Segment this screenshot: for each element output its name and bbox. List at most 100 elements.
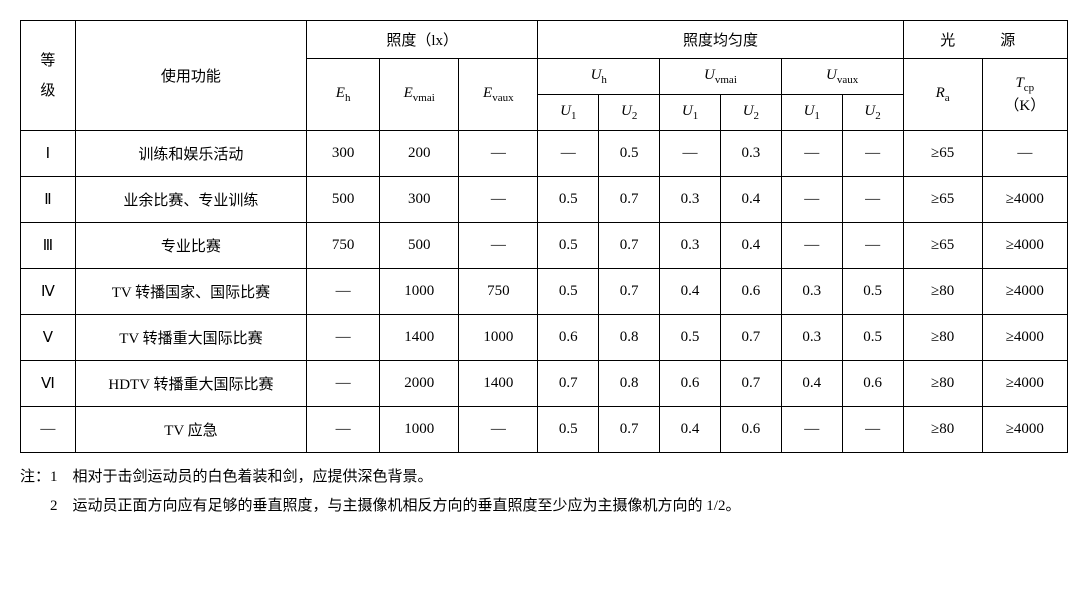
cell-Evaux: — bbox=[459, 177, 538, 223]
cell-Uvaux2: 0.5 bbox=[842, 269, 903, 315]
cell-func: 业余比赛、专业训练 bbox=[75, 177, 306, 223]
cell-Evmai: 1000 bbox=[380, 269, 459, 315]
cell-Tcp: ≥4000 bbox=[982, 177, 1067, 223]
cell-Uvaux1: 0.3 bbox=[781, 315, 842, 361]
cell-Eh: 300 bbox=[307, 131, 380, 177]
table-row: Ⅰ训练和娱乐活动300200——0.5—0.3——≥65— bbox=[21, 131, 1068, 177]
cell-Tcp: ≥4000 bbox=[982, 223, 1067, 269]
cell-Evaux: — bbox=[459, 131, 538, 177]
cell-func: HDTV 转播重大国际比赛 bbox=[75, 361, 306, 407]
cell-Uh2: 0.7 bbox=[599, 407, 660, 453]
cell-Uh1: 0.6 bbox=[538, 315, 599, 361]
cell-Tcp: ≥4000 bbox=[982, 407, 1067, 453]
cell-Tcp: ≥4000 bbox=[982, 315, 1067, 361]
cell-Uh2: 0.7 bbox=[599, 223, 660, 269]
note-prefix: 注：1 bbox=[20, 463, 73, 492]
cell-Eh: 500 bbox=[307, 177, 380, 223]
spec-table: 等 级 使用功能 照度（lx） 照度均匀度 光 源 Eh Evmai Evaux… bbox=[20, 20, 1068, 453]
cell-func: TV 转播重大国际比赛 bbox=[75, 315, 306, 361]
cell-Uvmai2: 0.7 bbox=[720, 315, 781, 361]
note-text: 运动员正面方向应有足够的垂直照度，与主摄像机相反方向的垂直照度至少应为主摄像机方… bbox=[73, 492, 1068, 521]
cell-Uh2: 0.8 bbox=[599, 361, 660, 407]
cell-Evaux: 750 bbox=[459, 269, 538, 315]
cell-Uh1: 0.5 bbox=[538, 407, 599, 453]
cell-Uvaux1: — bbox=[781, 131, 842, 177]
cell-Eh: — bbox=[307, 269, 380, 315]
cell-Tcp: — bbox=[982, 131, 1067, 177]
col-uvmai-u1: U1 bbox=[660, 95, 721, 131]
cell-Uvmai1: 0.4 bbox=[660, 269, 721, 315]
table-row: ⅣTV 转播国家、国际比赛—10007500.50.70.40.60.30.5≥… bbox=[21, 269, 1068, 315]
cell-Ra: ≥65 bbox=[903, 131, 982, 177]
cell-Uvmai1: 0.3 bbox=[660, 177, 721, 223]
cell-Uh2: 0.7 bbox=[599, 269, 660, 315]
col-uh-u1: U1 bbox=[538, 95, 599, 131]
note-text: 相对于击剑运动员的白色着装和剑，应提供深色背景。 bbox=[73, 463, 1068, 492]
col-evaux: Evaux bbox=[459, 59, 538, 131]
cell-Uh1: 0.7 bbox=[538, 361, 599, 407]
cell-Evmai: 200 bbox=[380, 131, 459, 177]
cell-grade: Ⅱ bbox=[21, 177, 76, 223]
cell-func: 专业比赛 bbox=[75, 223, 306, 269]
col-uvaux: Uvaux bbox=[781, 59, 903, 95]
cell-Ra: ≥65 bbox=[903, 223, 982, 269]
note-1: 注：1 相对于击剑运动员的白色着装和剑，应提供深色背景。 bbox=[20, 463, 1068, 492]
cell-Uvaux2: — bbox=[842, 131, 903, 177]
cell-Evaux: 1400 bbox=[459, 361, 538, 407]
cell-Evmai: 1400 bbox=[380, 315, 459, 361]
cell-Uvaux1: 0.3 bbox=[781, 269, 842, 315]
cell-Uvmai1: 0.6 bbox=[660, 361, 721, 407]
cell-grade: Ⅲ bbox=[21, 223, 76, 269]
col-illuminance: 照度（lx） bbox=[307, 21, 538, 59]
cell-Uvmai2: 0.4 bbox=[720, 223, 781, 269]
cell-Tcp: ≥4000 bbox=[982, 361, 1067, 407]
cell-Uvaux2: 0.5 bbox=[842, 315, 903, 361]
col-uh-u2: U2 bbox=[599, 95, 660, 131]
col-uniformity: 照度均匀度 bbox=[538, 21, 903, 59]
cell-Uvaux1: — bbox=[781, 407, 842, 453]
cell-Eh: 750 bbox=[307, 223, 380, 269]
cell-Eh: — bbox=[307, 315, 380, 361]
cell-Uvaux2: — bbox=[842, 223, 903, 269]
cell-func: 训练和娱乐活动 bbox=[75, 131, 306, 177]
cell-Uvaux2: 0.6 bbox=[842, 361, 903, 407]
cell-Uvmai1: — bbox=[660, 131, 721, 177]
col-uh: Uh bbox=[538, 59, 660, 95]
col-tcp: Tcp （K） bbox=[982, 59, 1067, 131]
cell-Ra: ≥80 bbox=[903, 361, 982, 407]
cell-Uh2: 0.7 bbox=[599, 177, 660, 223]
cell-Ra: ≥80 bbox=[903, 407, 982, 453]
col-grade: 等 级 bbox=[21, 21, 76, 131]
table-row: Ⅲ专业比赛750500—0.50.70.30.4——≥65≥4000 bbox=[21, 223, 1068, 269]
cell-Evmai: 2000 bbox=[380, 361, 459, 407]
cell-Evaux: — bbox=[459, 407, 538, 453]
cell-Ra: ≥65 bbox=[903, 177, 982, 223]
table-row: ⅤTV 转播重大国际比赛—140010000.60.80.50.70.30.5≥… bbox=[21, 315, 1068, 361]
cell-Uh2: 0.8 bbox=[599, 315, 660, 361]
cell-Uvmai1: 0.3 bbox=[660, 223, 721, 269]
cell-Uvmai2: 0.4 bbox=[720, 177, 781, 223]
table-row: Ⅱ业余比赛、专业训练500300—0.50.70.30.4——≥65≥4000 bbox=[21, 177, 1068, 223]
col-eh: Eh bbox=[307, 59, 380, 131]
cell-Eh: — bbox=[307, 361, 380, 407]
col-uvaux-u2: U2 bbox=[842, 95, 903, 131]
cell-Uvaux1: 0.4 bbox=[781, 361, 842, 407]
cell-Uvaux1: — bbox=[781, 223, 842, 269]
cell-Uh2: 0.5 bbox=[599, 131, 660, 177]
cell-Uh1: 0.5 bbox=[538, 177, 599, 223]
cell-Uvmai2: 0.6 bbox=[720, 407, 781, 453]
table-row: —TV 应急—1000—0.50.70.40.6——≥80≥4000 bbox=[21, 407, 1068, 453]
cell-Evmai: 1000 bbox=[380, 407, 459, 453]
notes: 注：1 相对于击剑运动员的白色着装和剑，应提供深色背景。 2 运动员正面方向应有… bbox=[20, 463, 1068, 520]
cell-Uvaux1: — bbox=[781, 177, 842, 223]
cell-Evmai: 500 bbox=[380, 223, 459, 269]
cell-Uvaux2: — bbox=[842, 177, 903, 223]
cell-Ra: ≥80 bbox=[903, 269, 982, 315]
cell-Uvmai1: 0.4 bbox=[660, 407, 721, 453]
table-row: ⅥHDTV 转播重大国际比赛—200014000.70.80.60.70.40.… bbox=[21, 361, 1068, 407]
cell-Evaux: — bbox=[459, 223, 538, 269]
cell-grade: Ⅳ bbox=[21, 269, 76, 315]
col-ra: Ra bbox=[903, 59, 982, 131]
cell-Evmai: 300 bbox=[380, 177, 459, 223]
cell-Evaux: 1000 bbox=[459, 315, 538, 361]
